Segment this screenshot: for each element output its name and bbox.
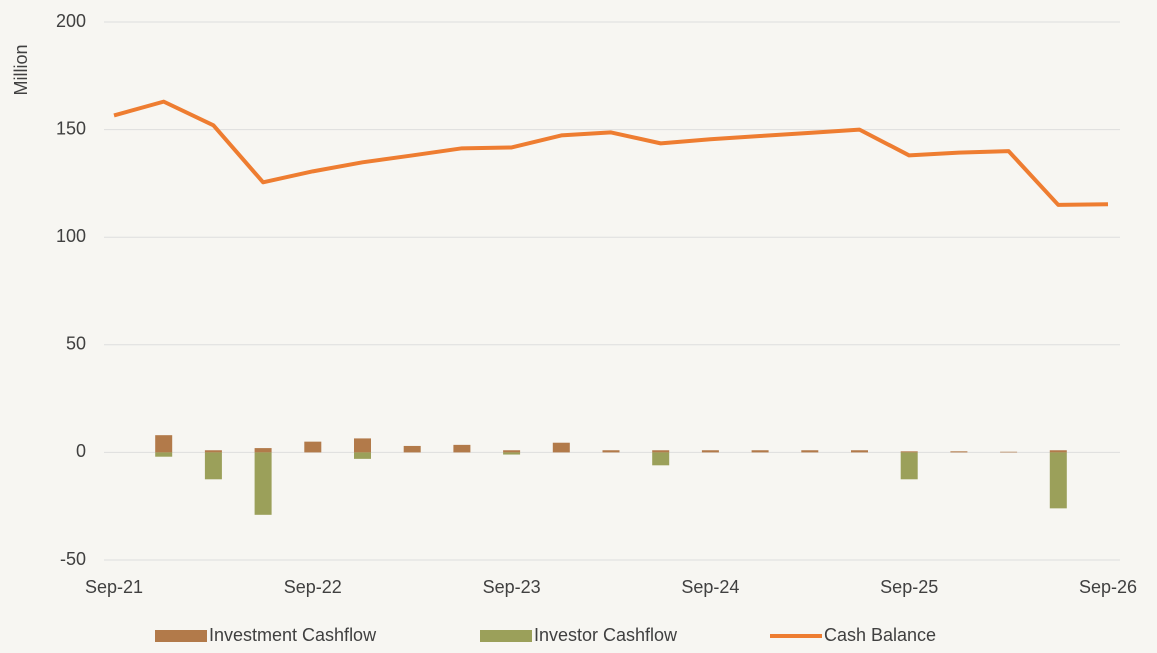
bar <box>552 442 570 453</box>
bar <box>354 452 371 459</box>
bar <box>652 450 670 453</box>
bar <box>751 450 769 453</box>
legend-label: Investor Cashflow <box>534 625 678 645</box>
legend-swatch <box>155 630 207 642</box>
y-tick-label: -50 <box>60 549 86 569</box>
bar <box>254 448 272 453</box>
x-tick-label: Sep-26 <box>1079 577 1137 597</box>
x-tick-label: Sep-21 <box>85 577 143 597</box>
bar <box>503 452 521 455</box>
bar <box>304 441 322 453</box>
bar <box>254 452 272 515</box>
bar <box>900 451 918 453</box>
x-tick-label: Sep-25 <box>880 577 938 597</box>
legend-swatch <box>480 630 532 642</box>
bar <box>701 450 719 453</box>
x-tick-label: Sep-23 <box>483 577 541 597</box>
y-axis-label: Million <box>11 44 31 95</box>
bar <box>354 438 371 453</box>
bar <box>652 452 670 466</box>
bar <box>1049 450 1067 453</box>
bar <box>155 435 173 453</box>
bar <box>204 450 222 453</box>
legend-label: Cash Balance <box>824 625 936 645</box>
bar <box>403 445 421 453</box>
bar <box>453 444 471 453</box>
y-tick-label: 200 <box>56 11 86 31</box>
bar <box>801 450 819 453</box>
bar <box>503 450 521 453</box>
legend-label: Investment Cashflow <box>209 625 377 645</box>
x-tick-label: Sep-24 <box>681 577 739 597</box>
line <box>113 99 1109 207</box>
bar <box>155 452 173 457</box>
y-tick-label: 100 <box>56 226 86 246</box>
bar <box>1000 451 1018 453</box>
bar <box>851 450 868 453</box>
bar <box>900 452 918 480</box>
y-tick-label: 150 <box>56 118 86 138</box>
bar <box>602 450 620 453</box>
bar <box>950 451 968 453</box>
y-tick-label: 0 <box>76 441 86 461</box>
y-tick-label: 50 <box>66 334 86 354</box>
bar <box>204 452 222 480</box>
x-tick-label: Sep-22 <box>284 577 342 597</box>
bar <box>1049 452 1067 509</box>
